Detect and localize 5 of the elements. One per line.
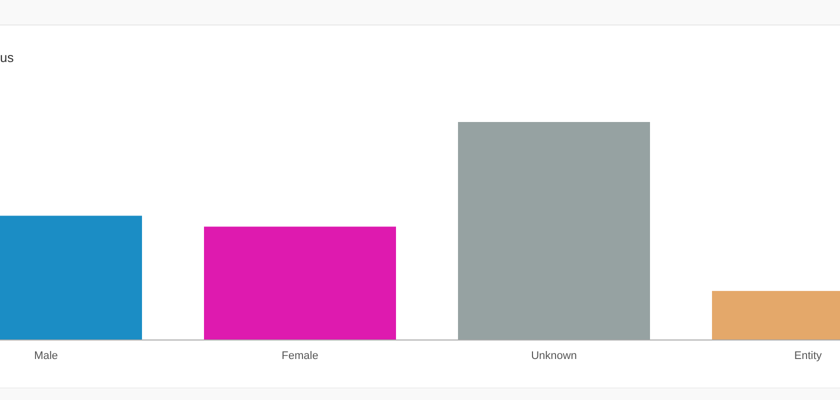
- x-tick-label: Male: [34, 350, 58, 362]
- x-tick-label: Female: [282, 350, 318, 362]
- x-tick-label: Unknown: [531, 350, 577, 362]
- x-tick-label: Entity: [794, 350, 822, 362]
- chart-title: us: [0, 50, 14, 65]
